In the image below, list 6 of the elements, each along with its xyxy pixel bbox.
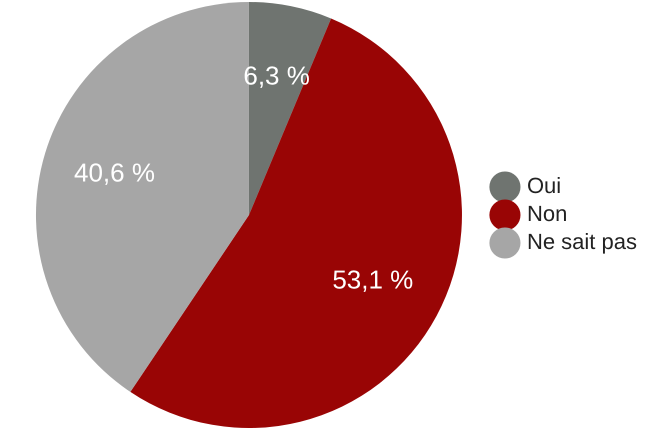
data-label: 6,3 % — [243, 60, 310, 90]
data-label: 40,6 % — [74, 157, 155, 188]
data-label: 53,1 % — [332, 264, 414, 295]
legend-label: Oui — [526, 173, 562, 198]
legend-label: Non — [526, 201, 568, 226]
legend-label: Ne sait pas — [526, 229, 638, 254]
